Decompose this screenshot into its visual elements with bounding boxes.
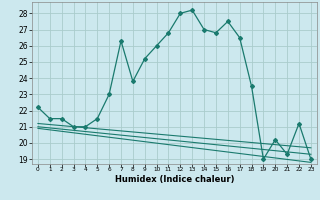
- X-axis label: Humidex (Indice chaleur): Humidex (Indice chaleur): [115, 175, 234, 184]
